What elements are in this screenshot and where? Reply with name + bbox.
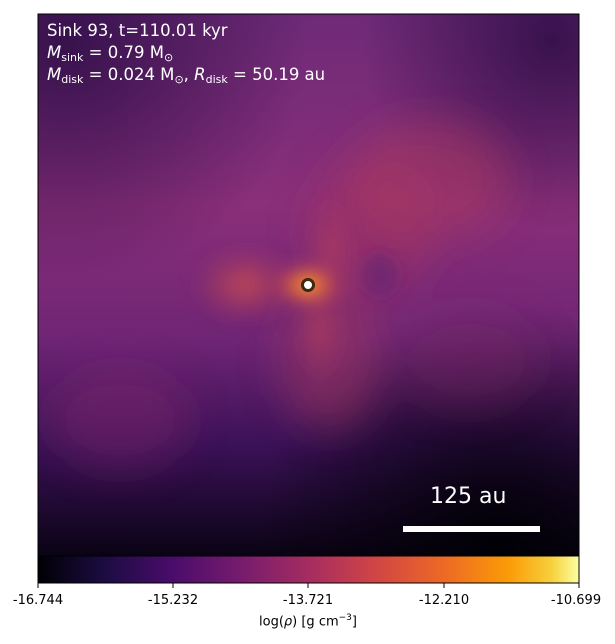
cbar-label-close: ] bbox=[351, 614, 357, 630]
colorbar-label: log(ρ) [g cm−3] bbox=[259, 613, 357, 629]
mdisk-unit-sub: ⊙ bbox=[174, 73, 184, 86]
mdisk-symbol: M bbox=[47, 65, 62, 84]
cbar-label-exp: −3 bbox=[338, 613, 352, 623]
mdisk-sub: disk bbox=[61, 73, 84, 86]
disk-properties: Mdisk = 0.024 M⊙, Rdisk = 50.19 au bbox=[47, 64, 325, 91]
sink-title: Sink 93, t=110.01 kyr bbox=[47, 21, 228, 40]
colorbar-tick-label: -10.699 bbox=[550, 593, 602, 608]
colorbar bbox=[38, 556, 579, 583]
rdisk-value: = 50.19 au bbox=[227, 65, 326, 84]
sink-mass: Msink = 0.79 M⊙ bbox=[47, 42, 173, 69]
msink-sub: sink bbox=[61, 51, 84, 64]
msink-value: = 0.79 M bbox=[83, 43, 164, 62]
sink-particle-icon bbox=[301, 278, 315, 292]
cbar-label-suffix: ) [g cm bbox=[292, 614, 339, 630]
colorbar-tick-label: -15.232 bbox=[147, 593, 199, 608]
msink-unit-sub: ⊙ bbox=[163, 51, 174, 64]
rdisk-sep: , bbox=[183, 65, 195, 84]
rdisk-symbol: R bbox=[194, 65, 206, 84]
rdisk-sub: disk bbox=[205, 73, 228, 86]
colorbar-tick-label: -12.210 bbox=[418, 593, 470, 608]
scale-bar bbox=[403, 526, 540, 532]
colorbar-ticks bbox=[37, 583, 580, 588]
mdisk-value: = 0.024 M bbox=[83, 65, 175, 84]
colorbar-tick-label: -16.744 bbox=[12, 593, 64, 608]
colorbar-tick-label: -13.721 bbox=[282, 593, 334, 608]
cbar-label-rho: ρ bbox=[283, 614, 293, 630]
cbar-label-prefix: log( bbox=[259, 614, 284, 630]
scale-bar-label: 125 au bbox=[430, 484, 507, 509]
msink-symbol: M bbox=[47, 43, 62, 62]
